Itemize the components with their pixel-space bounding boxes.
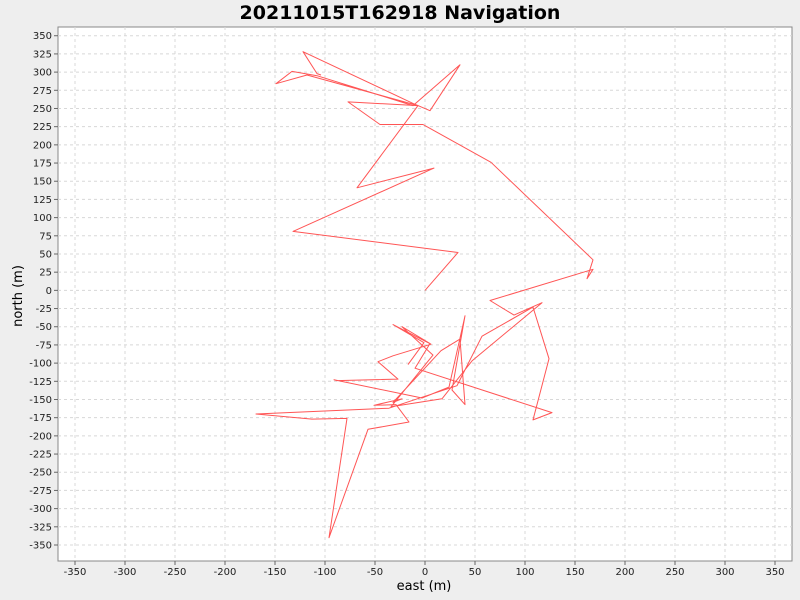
y-tick-label: -75 — [36, 340, 52, 351]
y-tick-label: 25 — [39, 268, 52, 279]
y-tick-label: 275 — [33, 86, 52, 97]
y-tick-label: -150 — [29, 395, 52, 406]
x-tick-label: 350 — [765, 567, 784, 578]
y-tick-label: 125 — [33, 195, 52, 206]
x-axis: -350 -300 -250 -200 -150 -100 -50 0 50 100 150 200 2… — [64, 561, 785, 578]
y-tick-label: -275 — [29, 486, 52, 497]
x-tick-label: 200 — [615, 567, 634, 578]
y-tick-label: 250 — [33, 104, 52, 115]
x-tick-label: 150 — [565, 567, 584, 578]
y-tick-label: -350 — [29, 540, 52, 551]
y-tick-label: 150 — [33, 177, 52, 188]
y-tick-label: 100 — [33, 213, 52, 224]
x-tick-label: -200 — [214, 567, 237, 578]
y-tick-label: -300 — [29, 504, 52, 515]
y-tick-label: 75 — [39, 231, 52, 242]
x-tick-label: 250 — [665, 567, 684, 578]
y-tick-label: -200 — [29, 431, 52, 442]
x-tick-label: 0 — [422, 567, 428, 578]
series-layer — [255, 51, 594, 539]
x-tick-label: -300 — [114, 567, 137, 578]
y-tick-label: -175 — [29, 413, 52, 424]
navigation-track-upper — [275, 51, 461, 112]
y-tick-label: -25 — [36, 304, 52, 315]
y-tick-label: 175 — [33, 159, 52, 170]
x-axis-label: east (m) — [397, 579, 452, 594]
x-tick-label: -100 — [314, 567, 337, 578]
y-tick-label: -100 — [29, 359, 52, 370]
x-tick-label: -50 — [367, 567, 383, 578]
x-tick-label: 50 — [469, 567, 482, 578]
y-tick-label: -125 — [29, 377, 52, 388]
x-tick-label: 300 — [715, 567, 734, 578]
x-tick-label: -250 — [164, 567, 187, 578]
y-tick-label: -225 — [29, 450, 52, 461]
x-tick-label: -350 — [64, 567, 87, 578]
y-axis: 3503253002752502252001751501251007550250… — [29, 31, 58, 551]
y-tick-label: 0 — [46, 286, 52, 297]
x-tick-label: -150 — [264, 567, 287, 578]
y-axis-label: north (m) — [11, 265, 26, 327]
y-tick-label: 325 — [33, 49, 52, 60]
y-tick-label: 300 — [33, 68, 52, 79]
navigation-track — [255, 101, 594, 539]
y-tick-label: -325 — [29, 522, 52, 533]
chart-title: 20211015T162918 Navigation — [240, 2, 561, 24]
y-tick-label: 225 — [33, 122, 52, 133]
y-tick-label: -50 — [36, 322, 52, 333]
y-tick-label: 200 — [33, 140, 52, 151]
y-tick-label: -250 — [29, 468, 52, 479]
y-tick-label: 50 — [39, 249, 52, 260]
x-tick-label: 100 — [515, 567, 534, 578]
y-tick-label: 350 — [33, 31, 52, 42]
